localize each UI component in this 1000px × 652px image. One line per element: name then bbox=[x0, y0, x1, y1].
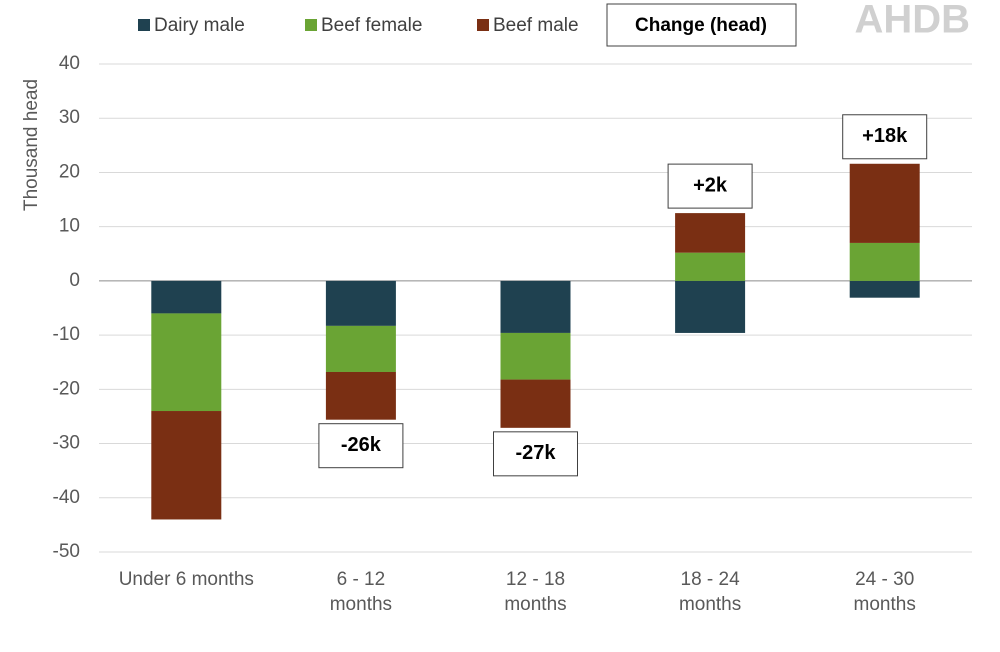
x-tick-label-line: 6 - 12 bbox=[337, 569, 386, 590]
legend-label: Beef female bbox=[321, 15, 422, 36]
legend-box bbox=[606, 3, 797, 47]
bar-segment bbox=[849, 280, 920, 298]
bar-segment bbox=[675, 213, 746, 253]
x-tick-label-line: Under 6 months bbox=[119, 569, 254, 590]
x-tick-label-line: months bbox=[330, 594, 392, 615]
legend-label: Dairy male bbox=[154, 15, 245, 36]
x-tick-label: Under 6 months bbox=[119, 569, 254, 590]
bar-segment bbox=[500, 332, 571, 380]
y-tick-label: -40 bbox=[53, 487, 80, 508]
x-tick-label: 12 - 18 months bbox=[504, 569, 566, 615]
y-axis-label: Thousand head bbox=[21, 79, 42, 211]
change-label: -27k bbox=[515, 442, 556, 464]
change-label: +18k bbox=[862, 125, 908, 147]
bar-segment bbox=[500, 379, 571, 428]
logo: AHDB bbox=[854, 0, 970, 42]
bar-segment bbox=[151, 313, 222, 412]
bar-segment bbox=[151, 280, 222, 314]
y-tick-label: 10 bbox=[59, 216, 80, 237]
x-tick-label: 6 - 12 months bbox=[330, 569, 392, 615]
legend-label: Beef male bbox=[493, 15, 579, 36]
legend-label: Change (head) bbox=[635, 15, 767, 36]
bar-segment bbox=[849, 242, 920, 281]
x-tick-label-line: months bbox=[854, 594, 916, 615]
y-tick-label: 30 bbox=[59, 107, 80, 128]
y-tick-label: 0 bbox=[69, 270, 80, 291]
y-tick-label: -20 bbox=[53, 378, 80, 399]
x-tick-label: 18 - 24 months bbox=[679, 569, 741, 615]
y-tick-label: 20 bbox=[59, 161, 80, 182]
bar-segment bbox=[325, 371, 396, 420]
x-tick-label-line: months bbox=[504, 594, 566, 615]
bar-segment bbox=[500, 280, 571, 333]
legend-swatch bbox=[477, 19, 489, 31]
change-label-box bbox=[493, 431, 578, 477]
x-tick-label-line: 24 - 30 bbox=[855, 569, 914, 590]
x-tick-label-line: 12 - 18 bbox=[506, 569, 565, 590]
bar-segment bbox=[675, 252, 746, 281]
x-tick-label-line: months bbox=[679, 594, 741, 615]
bar-segment bbox=[849, 163, 920, 243]
change-label-box bbox=[842, 114, 928, 160]
bar-segment bbox=[151, 411, 222, 520]
legend-swatch bbox=[138, 19, 150, 31]
change-label: -26k bbox=[341, 434, 382, 456]
x-tick-label: 24 - 30 months bbox=[854, 569, 916, 615]
y-tick-label: -10 bbox=[53, 324, 80, 345]
bar-segment bbox=[675, 280, 746, 333]
y-tick-label: 40 bbox=[59, 53, 80, 74]
y-tick-label: -30 bbox=[53, 433, 80, 454]
y-tick-label: -50 bbox=[53, 541, 80, 562]
bar-segment bbox=[325, 280, 396, 326]
bar-segment bbox=[325, 325, 396, 372]
change-label: +2k bbox=[693, 174, 728, 196]
x-tick-label-line: 18 - 24 bbox=[681, 569, 741, 590]
change-label-box bbox=[667, 163, 753, 209]
change-label-box bbox=[318, 423, 404, 469]
legend-swatch bbox=[305, 19, 317, 31]
